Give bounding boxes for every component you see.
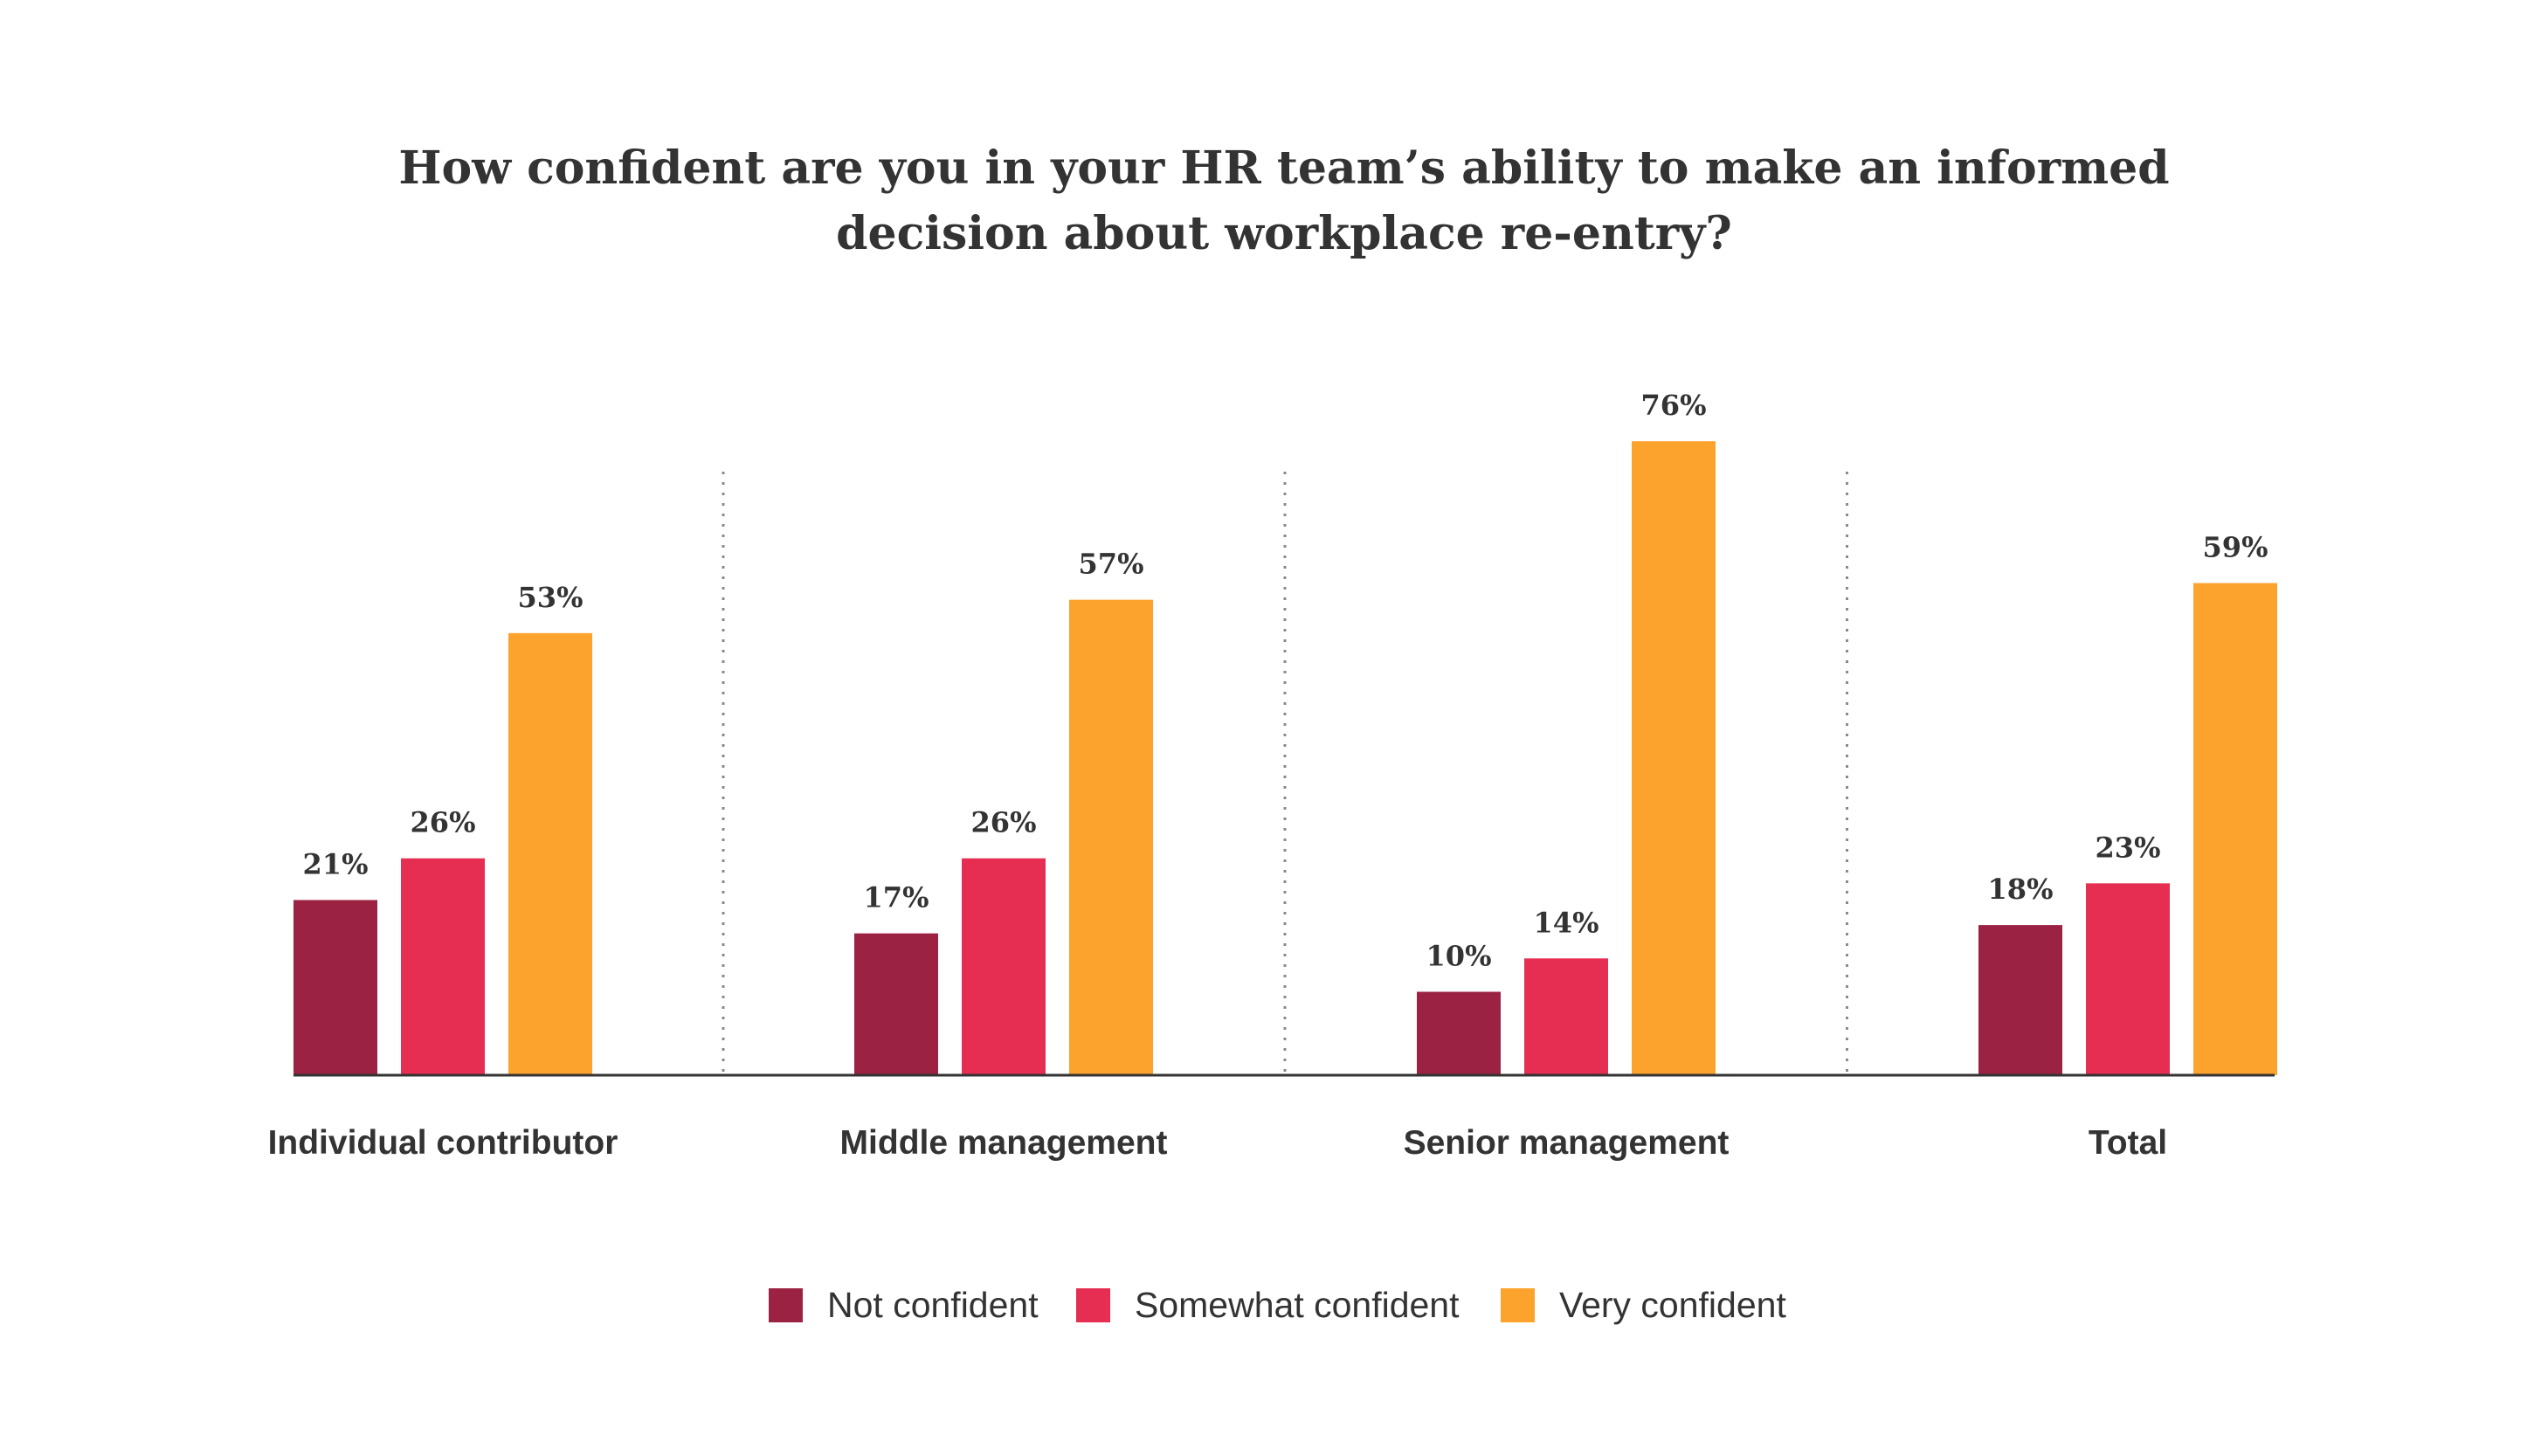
value-label-not-confident-2: 10% bbox=[1426, 940, 1492, 973]
bar-not-confident-3 bbox=[1978, 925, 2062, 1075]
bar-not-confident-0 bbox=[293, 900, 377, 1075]
value-label-somewhat-confident-1: 26% bbox=[971, 806, 1037, 839]
bar-very-confident-3 bbox=[2193, 583, 2277, 1075]
bar-somewhat-confident-0 bbox=[401, 858, 485, 1075]
legend: Not confident Somewhat confident Very conf… bbox=[769, 1285, 1786, 1325]
value-labels: 21% 26% 53% 17% 26% 57% 10% 14% 76% 18% 23% 59% bbox=[303, 389, 2268, 972]
category-label-3: Total bbox=[2089, 1124, 2167, 1162]
chart-title-line-2: decision about workplace re-entry? bbox=[836, 207, 1732, 260]
chart-title-line-1: How confident are you in your HR team’s … bbox=[398, 141, 2169, 195]
legend-swatch-1 bbox=[1076, 1288, 1110, 1322]
category-label-1: Middle management bbox=[840, 1124, 1168, 1162]
value-label-very-confident-1: 57% bbox=[1079, 548, 1144, 581]
legend-swatch-2 bbox=[1501, 1288, 1535, 1322]
bar-very-confident-0 bbox=[508, 632, 592, 1075]
bar-very-confident-2 bbox=[1632, 441, 1716, 1075]
bar-somewhat-confident-1 bbox=[962, 858, 1046, 1075]
value-label-somewhat-confident-0: 26% bbox=[411, 806, 476, 839]
bar-somewhat-confident-2 bbox=[1524, 958, 1608, 1075]
value-label-very-confident-3: 59% bbox=[2203, 531, 2268, 564]
bars bbox=[293, 441, 2277, 1075]
category-label-0: Individual contributor bbox=[268, 1124, 618, 1162]
value-label-very-confident-2: 76% bbox=[1641, 389, 1707, 422]
bar-not-confident-1 bbox=[854, 933, 938, 1075]
legend-label-2: Very confident bbox=[1559, 1285, 1786, 1325]
value-label-not-confident-1: 17% bbox=[864, 881, 929, 914]
value-label-somewhat-confident-2: 14% bbox=[1534, 906, 1599, 939]
category-label-2: Senior management bbox=[1404, 1124, 1730, 1162]
value-label-not-confident-3: 18% bbox=[1988, 873, 2054, 906]
bar-somewhat-confident-3 bbox=[2086, 883, 2170, 1075]
legend-swatch-0 bbox=[769, 1288, 803, 1322]
legend-label-0: Not confident bbox=[827, 1285, 1039, 1325]
bar-very-confident-1 bbox=[1069, 599, 1153, 1075]
category-labels: Individual contributor Middle management S… bbox=[268, 1124, 2168, 1162]
value-label-not-confident-0: 21% bbox=[303, 847, 369, 880]
legend-label-1: Somewhat confident bbox=[1135, 1285, 1460, 1325]
value-label-somewhat-confident-3: 23% bbox=[2096, 831, 2161, 864]
bar-not-confident-2 bbox=[1417, 991, 1501, 1075]
value-label-very-confident-0: 53% bbox=[518, 581, 583, 614]
